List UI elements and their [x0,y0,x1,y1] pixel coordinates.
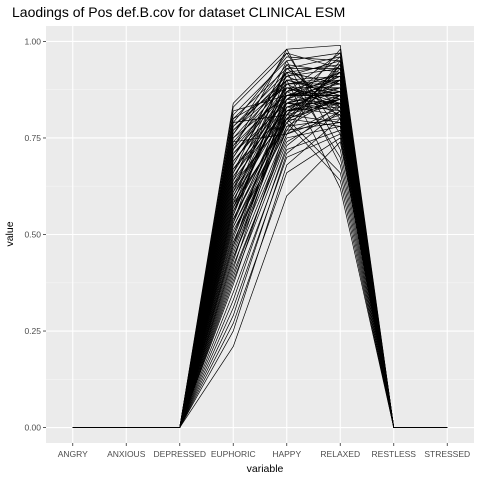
y-tick-label: 0.50 [24,230,41,240]
x-axis-title: variable [247,463,284,475]
x-tick-label-stressed: STRESSED [424,449,470,459]
y-tick-label: 0.75 [24,133,41,143]
x-tick-label-euphoric: EUPHORIC [211,449,256,459]
plot-area: 0.00 0.25 0.50 0.75 1.00 ANGRY ANXIOUS DEPRESSE… [24,26,474,459]
chart-title: Laodings of Pos def.B.cov for dataset CL… [12,4,345,20]
x-tick-label-anxious: ANXIOUS [107,449,146,459]
y-tick-label: 1.00 [24,36,41,46]
x-tick-label-relaxed: RELAXED [320,449,360,459]
x-tick-label-angry: ANGRY [58,449,88,459]
y-tick-label: 0.25 [24,326,41,336]
y-tick-label: 0.00 [24,423,41,433]
y-axis-title: value [4,221,16,246]
x-tick-label-happy: HAPPY [272,449,301,459]
x-tick-label-restless: RESTLESS [372,449,417,459]
x-tick-label-depressed: DEPRESSED [154,449,206,459]
series-line [72,114,448,428]
